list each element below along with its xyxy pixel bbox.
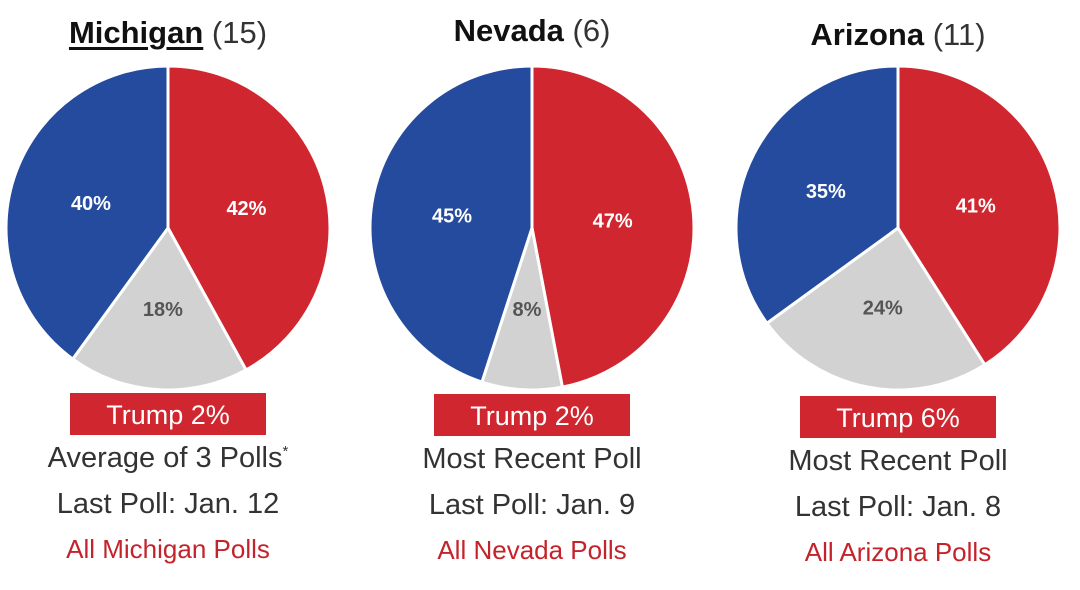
state-panel-nevada: Nevada (6) 47% 8% 45% Trump 2% Most Recent… — [352, 0, 712, 574]
last-poll-date: Last Poll: Jan. 8 — [794, 491, 1002, 523]
state-header: Arizona (11) — [718, 0, 1078, 60]
state-header: Nevada (6) — [352, 0, 712, 60]
poll-type-text: Most Recent Poll — [422, 443, 642, 475]
state-name: Nevada — [453, 13, 564, 48]
electoral-votes: (11) — [932, 17, 986, 52]
poll-type: Average of 3 Polls* — [0, 435, 348, 481]
pie-slice — [166, 64, 332, 373]
leader-badge: Trump 2% — [70, 393, 266, 435]
electoral-votes: (15) — [211, 15, 268, 50]
last-poll-date: Last Poll: Jan. 12 — [56, 488, 280, 520]
state-panel-michigan: Michigan (15) 42% 18% 40% Trump 2% Average… — [0, 0, 348, 573]
pie-slice — [368, 64, 534, 384]
state-name-link[interactable]: Michigan — [68, 15, 204, 50]
slice-percent-label: 45% — [432, 205, 472, 227]
poll-type-text: Average of 3 Polls — [47, 442, 283, 474]
state-panel-arizona: Arizona (11) 41% 24% 35% Trump 6% Most Rec… — [718, 0, 1078, 576]
state-header: Michigan (15) — [0, 0, 348, 60]
all-polls-link[interactable]: All Nevada Polls — [437, 535, 627, 565]
leader-badge: Trump 6% — [800, 396, 996, 438]
all-polls-link[interactable]: All Arizona Polls — [804, 537, 992, 567]
all-polls-link[interactable]: All Michigan Polls — [66, 534, 270, 564]
pie-slice — [530, 64, 696, 389]
poll-type-text: Most Recent Poll — [788, 445, 1008, 477]
footnote-mark[interactable]: * — [282, 443, 289, 460]
slice-percent-label: 40% — [71, 193, 111, 215]
slice-percent-label: 47% — [593, 210, 633, 232]
pie-slice — [4, 64, 170, 362]
slice-percent-label: 35% — [806, 181, 846, 203]
pie-chart-michigan: 42% 18% 40% — [4, 64, 332, 392]
electoral-votes: (6) — [572, 13, 611, 48]
leader-badge: Trump 2% — [434, 394, 630, 436]
state-name: Arizona — [810, 17, 925, 52]
pie-chart-nevada: 47% 8% 45% — [368, 64, 696, 392]
pie-slice — [734, 64, 900, 326]
last-poll-date: Last Poll: Jan. 9 — [428, 489, 636, 521]
slice-percent-label: 8% — [512, 299, 541, 321]
pie-slice — [764, 225, 987, 392]
slice-percent-label: 24% — [863, 298, 903, 320]
pie-chart-arizona: 41% 24% 35% — [734, 64, 1062, 392]
poll-type: Most Recent Poll — [718, 438, 1078, 484]
slice-percent-label: 41% — [956, 195, 996, 217]
poll-type: Most Recent Poll — [352, 436, 712, 482]
slice-percent-label: 42% — [226, 198, 266, 220]
slice-percent-label: 18% — [143, 299, 183, 321]
